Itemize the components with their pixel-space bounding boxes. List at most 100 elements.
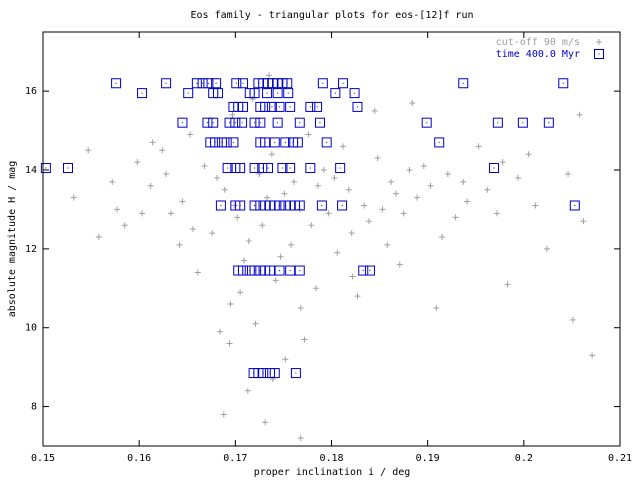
square-marker xyxy=(294,265,305,276)
point xyxy=(229,111,236,118)
plus-marker xyxy=(589,352,596,359)
point xyxy=(314,117,325,128)
plus-marker xyxy=(484,186,491,193)
plus-marker xyxy=(308,222,315,229)
point xyxy=(484,186,491,193)
point xyxy=(231,78,242,89)
plus-marker xyxy=(414,194,421,201)
point xyxy=(269,368,280,379)
plus-marker xyxy=(240,257,247,264)
point xyxy=(285,163,296,174)
square-marker xyxy=(272,117,283,128)
point xyxy=(331,174,338,181)
point xyxy=(237,117,248,128)
square-marker xyxy=(177,117,188,128)
square-dot xyxy=(239,167,241,169)
point xyxy=(257,163,268,174)
point xyxy=(260,137,271,148)
plus-marker xyxy=(374,155,381,162)
point xyxy=(190,226,197,233)
square-marker xyxy=(224,117,235,128)
point xyxy=(283,88,294,99)
square-marker xyxy=(421,117,432,128)
plus-marker xyxy=(121,222,128,229)
plus-marker xyxy=(227,301,234,308)
point xyxy=(489,163,500,174)
square-dot xyxy=(254,204,256,206)
point xyxy=(492,117,503,128)
point xyxy=(427,182,434,189)
point xyxy=(252,320,259,327)
point xyxy=(240,257,247,264)
point xyxy=(274,265,285,276)
square-dot xyxy=(67,167,69,169)
point xyxy=(558,78,569,89)
plus-marker xyxy=(194,269,201,276)
point xyxy=(316,200,327,211)
point xyxy=(139,210,146,217)
point xyxy=(70,194,77,201)
plus-marker xyxy=(433,305,440,311)
square-dot xyxy=(322,82,324,84)
point xyxy=(349,273,356,280)
point xyxy=(214,174,221,181)
point xyxy=(338,78,349,89)
point xyxy=(320,167,327,173)
point xyxy=(334,249,341,256)
point xyxy=(197,78,208,89)
square-dot xyxy=(354,92,356,94)
square-marker xyxy=(230,117,241,128)
point xyxy=(167,210,174,217)
point xyxy=(366,218,373,225)
square-marker xyxy=(277,163,288,174)
point xyxy=(297,435,304,442)
point xyxy=(187,131,194,138)
square-dot xyxy=(165,82,167,84)
point xyxy=(421,117,432,128)
plus-marker xyxy=(297,305,304,311)
point xyxy=(277,163,288,174)
plus-marker xyxy=(340,143,347,150)
point xyxy=(475,143,482,150)
point xyxy=(565,170,572,177)
plus-marker xyxy=(349,273,356,280)
plus-marker xyxy=(515,174,522,181)
point xyxy=(358,265,369,276)
plus-marker xyxy=(290,178,297,185)
square-marker xyxy=(191,78,202,89)
square-marker xyxy=(249,163,260,174)
plus-marker xyxy=(313,285,320,292)
square-dot xyxy=(45,167,47,169)
square-dot xyxy=(269,270,271,272)
point xyxy=(215,200,226,211)
y-axis-label: absolute magnitude H / mag xyxy=(7,161,18,318)
square-dot xyxy=(548,122,550,124)
square-dot xyxy=(321,204,323,206)
point xyxy=(211,78,222,89)
plus-marker xyxy=(262,419,269,426)
plus-marker xyxy=(163,170,170,177)
plus-marker xyxy=(460,178,467,185)
square-marker xyxy=(63,163,74,174)
plus-marker xyxy=(331,174,338,181)
square-dot xyxy=(254,270,256,272)
square-marker xyxy=(238,265,249,276)
plus-marker xyxy=(231,202,238,209)
point xyxy=(396,261,403,268)
x-tick-label: 0.16 xyxy=(127,453,151,464)
square-dot xyxy=(206,122,208,124)
square-marker xyxy=(197,78,208,89)
square-marker xyxy=(274,200,285,211)
point xyxy=(392,190,399,197)
plus-marker xyxy=(139,210,146,217)
square-dot xyxy=(277,122,279,124)
point xyxy=(121,222,128,229)
square-dot xyxy=(522,122,524,124)
point xyxy=(569,200,580,211)
chart-title: Eos family - triangular plots for eos-[1… xyxy=(191,10,474,21)
square-marker xyxy=(213,88,224,99)
square-marker xyxy=(202,117,213,128)
square-dot xyxy=(202,82,204,84)
